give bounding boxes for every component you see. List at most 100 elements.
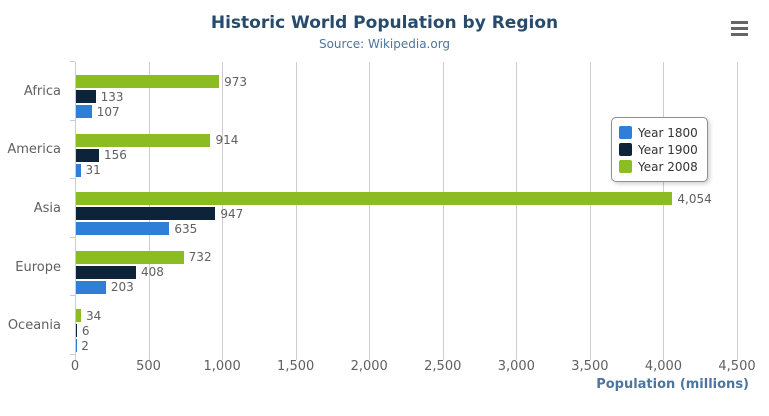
gridline <box>369 62 371 355</box>
gridline <box>737 62 738 355</box>
bar-group-line: 4,054 <box>76 191 738 206</box>
data-label: 914 <box>215 133 239 148</box>
category-label-oceania: Oceania <box>7 318 61 334</box>
gridline <box>222 62 224 355</box>
legend-label: Year 2008 <box>638 159 698 174</box>
x-axis-tick <box>369 355 371 360</box>
data-label: 732 <box>188 250 212 265</box>
bar-group-line: 156 <box>76 148 738 163</box>
bar-america-year-2008[interactable] <box>76 133 211 147</box>
x-axis-tick <box>295 355 297 360</box>
bar-rows: 973 133 107 914 156 31 4,054 947 635 732 408 203 34 6… <box>76 62 738 355</box>
x-tick-label: 2,000 <box>350 359 388 374</box>
legend-item-year-1900[interactable]: Year 1900 <box>619 141 698 158</box>
category-row-oceania: 34 6 2 <box>76 296 738 355</box>
legend-swatch-icon <box>619 143 632 156</box>
x-axis-tick <box>589 355 591 360</box>
bar-group-line: 203 <box>76 280 738 295</box>
y-axis-tick <box>70 61 75 62</box>
x-tick-label: 1,500 <box>277 359 315 374</box>
bar-america-year-1900[interactable] <box>76 148 99 162</box>
data-label: 635 <box>174 221 198 236</box>
x-axis-title: Population (millions) <box>596 377 749 392</box>
x-axis-tick <box>663 355 665 360</box>
bar-group-line: 408 <box>76 265 738 280</box>
bar-group-line: 34 <box>76 309 738 323</box>
y-axis-tick <box>70 295 75 297</box>
category-row-europe: 732 408 203 <box>76 238 738 297</box>
y-axis-tick <box>70 119 75 121</box>
x-tick-label: 4,000 <box>644 359 683 374</box>
plot-area: 973 133 107 914 156 31 4,054 947 635 732 408 203 34 6… <box>70 61 738 360</box>
x-tick-label: 500 <box>136 359 161 374</box>
bar-asia-year-1800[interactable] <box>76 222 170 236</box>
x-axis-tick <box>737 355 738 360</box>
category-axis-labels: Africa America Asia Europe Oceania <box>0 62 68 355</box>
data-label: 2 <box>81 338 89 353</box>
data-label: 107 <box>96 104 120 119</box>
bar-africa-year-2008[interactable] <box>76 75 220 88</box>
bar-africa-year-1800[interactable] <box>76 105 92 118</box>
category-label-europe: Europe <box>15 259 61 275</box>
category-row-africa: 973 133 107 <box>76 62 738 121</box>
bar-group-line: 133 <box>76 89 738 104</box>
x-axis-tick <box>222 355 224 360</box>
bar-oceania-year-1900[interactable] <box>76 324 77 338</box>
bar-group-line: 107 <box>76 104 738 119</box>
bar-europe-year-2008[interactable] <box>76 250 184 264</box>
chart-title: Historic World Population by Region <box>210 13 559 33</box>
y-axis-tick <box>70 236 75 238</box>
x-axis-tick <box>516 355 518 360</box>
data-label: 156 <box>103 148 127 163</box>
bar-america-year-1800[interactable] <box>76 163 81 177</box>
x-axis-tick <box>442 355 444 360</box>
x-tick-label: 4,500 <box>718 359 756 374</box>
gridline <box>516 62 518 355</box>
bar-group-line: 6 <box>76 323 738 338</box>
legend: Year 1800 Year 1900 Year 2008 <box>611 117 708 182</box>
x-tick-label: 2,500 <box>424 359 462 374</box>
category-label-africa: Africa <box>23 83 61 99</box>
bar-group-line: 31 <box>76 163 738 178</box>
bar-group-line: 635 <box>76 221 738 236</box>
data-label: 973 <box>224 74 248 89</box>
y-axis-tick <box>70 354 75 355</box>
data-label: 4,054 <box>677 191 712 206</box>
legend-label: Year 1800 <box>638 125 698 140</box>
bar-asia-year-2008[interactable] <box>76 192 673 206</box>
data-label: 133 <box>100 89 124 104</box>
x-tick-label: 3,500 <box>571 359 609 374</box>
legend-label: Year 1900 <box>638 142 698 157</box>
legend-item-year-2008[interactable]: Year 2008 <box>619 158 698 175</box>
bar-europe-year-1900[interactable] <box>76 265 137 279</box>
bar-africa-year-1900[interactable] <box>76 90 96 103</box>
bar-group-line: 947 <box>76 207 738 221</box>
y-axis-tick <box>70 178 75 180</box>
data-label: 203 <box>110 280 134 295</box>
bar-group-line: 973 <box>76 74 738 89</box>
value-axis-labels: 0 500 1,000 1,500 2,000 2,500 3,000 3,500 4,000 4… <box>71 359 756 375</box>
category-label-asia: Asia <box>33 200 61 216</box>
x-tick-label: 1,000 <box>203 359 241 374</box>
data-label: 408 <box>141 265 164 280</box>
legend-swatch-icon <box>619 160 632 173</box>
hamburger-menu-icon[interactable] <box>731 21 748 36</box>
bar-asia-year-1900[interactable] <box>76 207 216 221</box>
category-row-asia: 4,054 947 635 <box>76 179 738 238</box>
bar-group-line: 732 <box>76 250 738 265</box>
bar-group-line: 914 <box>76 133 738 148</box>
gridline <box>589 62 591 355</box>
gridline <box>295 62 297 355</box>
legend-swatch-icon <box>619 126 632 139</box>
bar-group-line: 2 <box>76 338 738 353</box>
bar-oceania-year-2008[interactable] <box>76 309 81 323</box>
x-axis-tick <box>148 355 150 360</box>
gridline <box>663 62 665 355</box>
bar-europe-year-1800[interactable] <box>76 280 106 294</box>
legend-item-year-1800[interactable]: Year 1800 <box>619 124 698 141</box>
data-label: 6 <box>81 323 90 338</box>
data-label: 31 <box>85 163 101 178</box>
category-row-america: 914 156 31 <box>76 121 738 180</box>
x-tick-label: 3,000 <box>497 359 535 374</box>
